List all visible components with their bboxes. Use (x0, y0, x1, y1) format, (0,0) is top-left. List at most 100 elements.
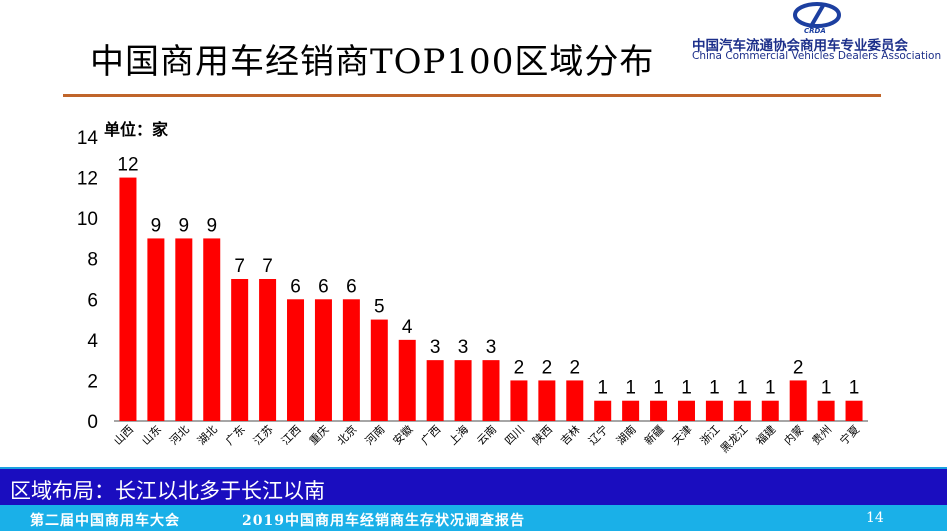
x-tick-label: 上海 (446, 422, 471, 447)
x-tick-label: 山西 (111, 423, 136, 448)
logo-cn-text: 中国汽车流通协会商用车专业委员会 (692, 38, 908, 54)
data-label: 5 (374, 297, 385, 318)
slide-title: 中国商用车经销商TOP100区域分布 (90, 42, 655, 82)
data-label: 12 (117, 155, 138, 176)
bar (650, 400, 668, 421)
bar (454, 360, 472, 421)
y-tick-label: 10 (77, 209, 98, 230)
data-label: 2 (793, 357, 804, 378)
bar (845, 400, 863, 421)
data-label: 4 (402, 317, 413, 338)
bar (789, 380, 807, 421)
x-tick-label: 河南 (363, 423, 388, 448)
bar (426, 360, 444, 421)
bar (287, 299, 305, 421)
data-label: 1 (765, 378, 776, 399)
data-label: 6 (346, 276, 357, 297)
data-label: 1 (681, 378, 692, 399)
data-label: 6 (290, 276, 301, 297)
bar (398, 339, 416, 421)
bar (733, 400, 751, 421)
association-logo: CRDA 中国汽车流通协会商用车专业委员会 China Commercial V… (692, 0, 947, 68)
crda-logo-icon: CRDA (793, 2, 841, 35)
bar (203, 238, 221, 421)
bar (677, 400, 695, 421)
x-tick-label: 浙江 (698, 423, 723, 448)
bar (119, 177, 137, 421)
x-tick-label: 湖南 (614, 423, 639, 448)
x-tick-label: 新疆 (641, 422, 666, 447)
bar (314, 299, 332, 421)
data-label: 9 (206, 215, 217, 236)
footer: 第二届中国商用车大会 2019中国商用车经销商生存状况调查报告 14 (0, 505, 947, 531)
bar-chart: 0246810121412山西9山东9河北9湖北7广东7江苏6江西6重庆6北京5… (77, 128, 868, 456)
bar (594, 400, 612, 421)
data-label: 2 (514, 357, 525, 378)
bar (175, 238, 193, 421)
data-label: 7 (262, 256, 273, 277)
data-label: 2 (542, 357, 553, 378)
data-label: 7 (234, 256, 245, 277)
y-tick-label: 2 (87, 371, 98, 392)
data-label: 1 (653, 378, 664, 399)
bar (566, 380, 584, 421)
x-tick-label: 四川 (502, 423, 527, 448)
x-tick-label: 江苏 (251, 423, 276, 448)
data-label: 1 (737, 378, 748, 399)
bar (482, 360, 500, 421)
data-label: 3 (430, 337, 441, 358)
x-tick-label: 内蒙 (781, 422, 806, 447)
x-tick-label: 江西 (279, 423, 304, 448)
y-tick-label: 14 (77, 128, 99, 149)
x-tick-label: 广西 (419, 423, 444, 448)
bar (147, 238, 165, 421)
x-tick-label: 陕西 (530, 422, 555, 447)
x-tick-label: 福建 (753, 422, 778, 447)
x-tick-label: 河北 (167, 423, 192, 448)
bar (510, 380, 528, 421)
data-label: 9 (151, 215, 162, 236)
x-tick-label: 辽宁 (585, 422, 610, 447)
conclusion-band: 区域布局：长江以北多于长江以南 (0, 467, 947, 507)
bar (761, 400, 779, 421)
x-tick-label: 吉林 (557, 422, 582, 447)
logo-en-text: China Commercial Vehicles Dealers Associ… (692, 50, 942, 62)
data-label: 1 (709, 378, 720, 399)
title-divider (63, 94, 881, 97)
footer-event: 第二届中国商用车大会 (30, 513, 180, 529)
page-number: 14 (866, 510, 884, 526)
x-tick-label: 云南 (474, 423, 499, 448)
x-tick-label: 贵州 (809, 423, 834, 448)
y-tick-label: 12 (77, 169, 98, 190)
y-tick-label: 6 (87, 290, 98, 311)
y-tick-label: 0 (87, 412, 98, 433)
data-label: 1 (625, 378, 636, 399)
x-tick-label: 广东 (223, 423, 248, 448)
bar (342, 299, 360, 421)
bar (370, 319, 388, 421)
bar (817, 400, 835, 421)
bar (622, 400, 640, 421)
x-tick-label: 湖北 (195, 423, 220, 448)
data-label: 1 (849, 378, 860, 399)
y-tick-label: 4 (87, 331, 98, 352)
data-label: 6 (318, 276, 329, 297)
y-tick-label: 8 (87, 250, 98, 271)
data-label: 1 (597, 378, 608, 399)
unit-label: 单位：家 (104, 120, 169, 139)
data-label: 3 (458, 337, 469, 358)
x-tick-label: 黑龙江 (718, 423, 751, 456)
x-tick-label: 天津 (670, 423, 695, 448)
bar (259, 279, 277, 421)
conclusion-text: 区域布局：长江以北多于长江以南 (10, 479, 325, 503)
x-tick-label: 安徽 (390, 422, 415, 447)
x-tick-label: 山东 (139, 423, 164, 448)
x-tick-label: 重庆 (306, 422, 331, 447)
bar (538, 380, 556, 421)
bar (231, 279, 249, 421)
data-label: 2 (569, 357, 580, 378)
data-label: 1 (821, 378, 832, 399)
x-tick-label: 北京 (334, 422, 359, 447)
bar (705, 400, 723, 421)
data-label: 3 (486, 337, 497, 358)
